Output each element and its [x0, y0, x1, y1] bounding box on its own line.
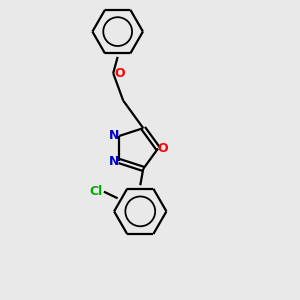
Text: O: O — [114, 67, 125, 80]
Text: Cl: Cl — [90, 185, 103, 198]
Text: N: N — [110, 155, 120, 168]
Text: O: O — [158, 142, 168, 155]
Text: N: N — [110, 129, 120, 142]
